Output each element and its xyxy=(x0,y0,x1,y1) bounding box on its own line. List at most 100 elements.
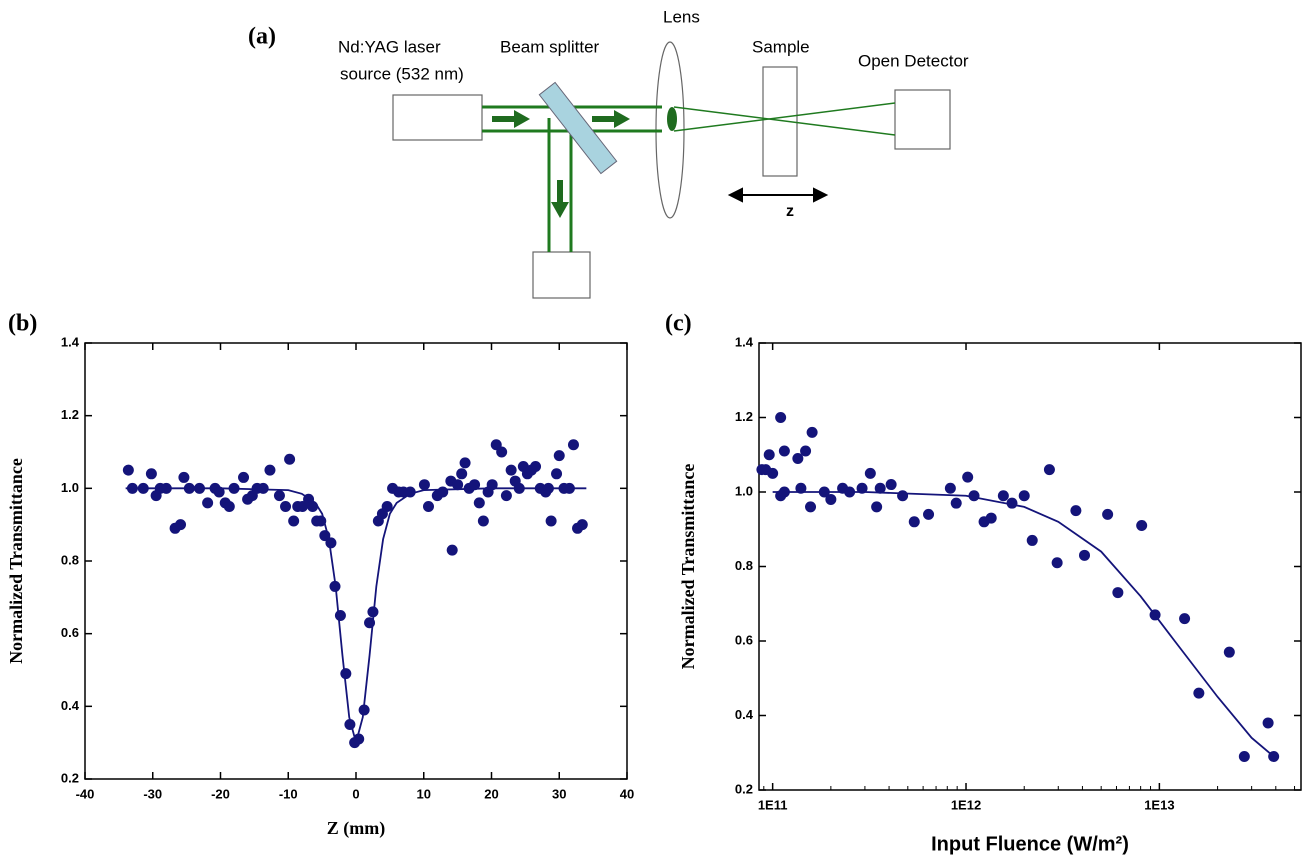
x-tick-label: 10 xyxy=(417,786,431,801)
data-point xyxy=(944,482,956,494)
data-point xyxy=(1102,508,1114,520)
data-point xyxy=(864,467,876,479)
data-point xyxy=(477,515,489,527)
fit-line xyxy=(125,487,587,747)
data-point xyxy=(792,452,804,464)
data-point xyxy=(1018,490,1030,502)
data-point xyxy=(223,501,235,512)
x-tick-label: -20 xyxy=(211,786,230,801)
panel-label: (c) xyxy=(665,311,692,337)
x-tick-label: 20 xyxy=(484,786,498,801)
x-tick-label: -40 xyxy=(76,786,95,801)
data-point xyxy=(334,610,346,621)
x-tick-label: 1E12 xyxy=(951,797,981,812)
data-point xyxy=(418,479,430,491)
laser-label: source (532 nm) xyxy=(340,64,464,83)
data-point xyxy=(775,412,787,423)
data-point xyxy=(551,468,563,480)
x-tick-label: 30 xyxy=(552,786,566,801)
x-axis-title: Input Fluence (W/m²) xyxy=(931,833,1129,855)
y-tick-label: 1.0 xyxy=(61,480,79,495)
x-tick-label: 1E13 xyxy=(1144,797,1174,812)
data-point xyxy=(1193,687,1205,699)
data-point xyxy=(296,501,308,512)
chart: (c) 1E11 1E12 1E13 0.2 0.4 0.6 0.8 1.0 1.2 1.4 Inpu… xyxy=(665,311,1302,855)
y-tick-label: 0.2 xyxy=(61,770,79,785)
data-point xyxy=(805,501,817,513)
z-arrow xyxy=(727,187,829,203)
data-point xyxy=(202,497,214,509)
data-point xyxy=(950,497,962,509)
data-point xyxy=(1136,520,1148,532)
data-point xyxy=(288,515,300,527)
y-tick-label: 1.0 xyxy=(735,483,753,498)
data-point xyxy=(795,482,807,494)
data-point xyxy=(473,497,485,509)
data-point xyxy=(567,439,579,451)
y-axis-title: Normalized Transmittance xyxy=(678,464,698,670)
data-point xyxy=(505,464,517,476)
data-point xyxy=(381,501,393,512)
data-point xyxy=(340,668,352,680)
data-point xyxy=(871,501,883,513)
y-tick-label: 0.8 xyxy=(61,552,79,567)
y-tick-label: 1.4 xyxy=(735,334,754,349)
data-point xyxy=(500,490,512,502)
data-point xyxy=(778,445,790,457)
data-point xyxy=(1112,587,1124,599)
data-point xyxy=(122,464,134,476)
data-point xyxy=(997,490,1009,502)
plot-frame xyxy=(84,342,628,780)
y-tick-label: 1.2 xyxy=(61,407,79,422)
panel-label: (a) xyxy=(248,24,276,50)
sample-label: Sample xyxy=(752,37,810,56)
beam xyxy=(482,102,896,252)
lens-label: Lens xyxy=(663,7,700,26)
data-point xyxy=(456,468,468,480)
boxes xyxy=(392,41,951,299)
x-tick-label: 1E11 xyxy=(758,797,788,812)
data-point xyxy=(273,490,285,502)
data-point xyxy=(985,512,997,524)
data-point xyxy=(763,449,775,461)
data-point xyxy=(806,426,818,438)
x-axis-title: Z (mm) xyxy=(327,818,385,839)
detector-label: Open Detector xyxy=(858,51,969,70)
panel-label: (b) xyxy=(8,311,37,337)
data-point xyxy=(576,519,588,531)
splitter-label: Beam splitter xyxy=(500,37,600,56)
data-point xyxy=(264,464,276,476)
data-point xyxy=(825,493,837,505)
y-tick-label: 0.8 xyxy=(735,558,753,573)
x-tick-label: -10 xyxy=(279,786,298,801)
x-tick-label: 0 xyxy=(352,786,359,801)
setup-diagram: (a) Nd:YAG laser source (532 nm) Beam sp… xyxy=(248,7,969,299)
data-point xyxy=(767,467,779,479)
plot-frame xyxy=(758,342,1302,791)
data-point xyxy=(178,471,190,483)
data-point xyxy=(1179,613,1191,625)
data-point xyxy=(1079,549,1091,561)
laser-label: Nd:YAG laser xyxy=(338,37,441,56)
data-point xyxy=(257,482,269,494)
data-point xyxy=(908,516,920,528)
chart: (b) -40 -30 -20 -10 0 10 20 30 40 0.2 0.4 0.6 0.8 1.0 1… xyxy=(6,311,634,840)
x-tick-label: -30 xyxy=(143,786,162,801)
data-point xyxy=(1223,646,1235,658)
data-point xyxy=(545,515,557,527)
data-point xyxy=(1026,534,1038,546)
data-point xyxy=(469,479,481,491)
data-point xyxy=(923,508,935,520)
data-point xyxy=(962,471,974,483)
y-tick-label: 0.2 xyxy=(735,781,753,796)
data-point xyxy=(874,482,886,494)
y-axis-title: Normalized Transmittance xyxy=(6,458,26,664)
data-point xyxy=(452,479,464,491)
data-point xyxy=(897,490,909,502)
data-point xyxy=(280,501,292,512)
z-label: z xyxy=(786,203,794,220)
y-tick-label: 0.6 xyxy=(735,632,753,647)
focus xyxy=(667,107,677,131)
data-point xyxy=(1051,557,1063,569)
